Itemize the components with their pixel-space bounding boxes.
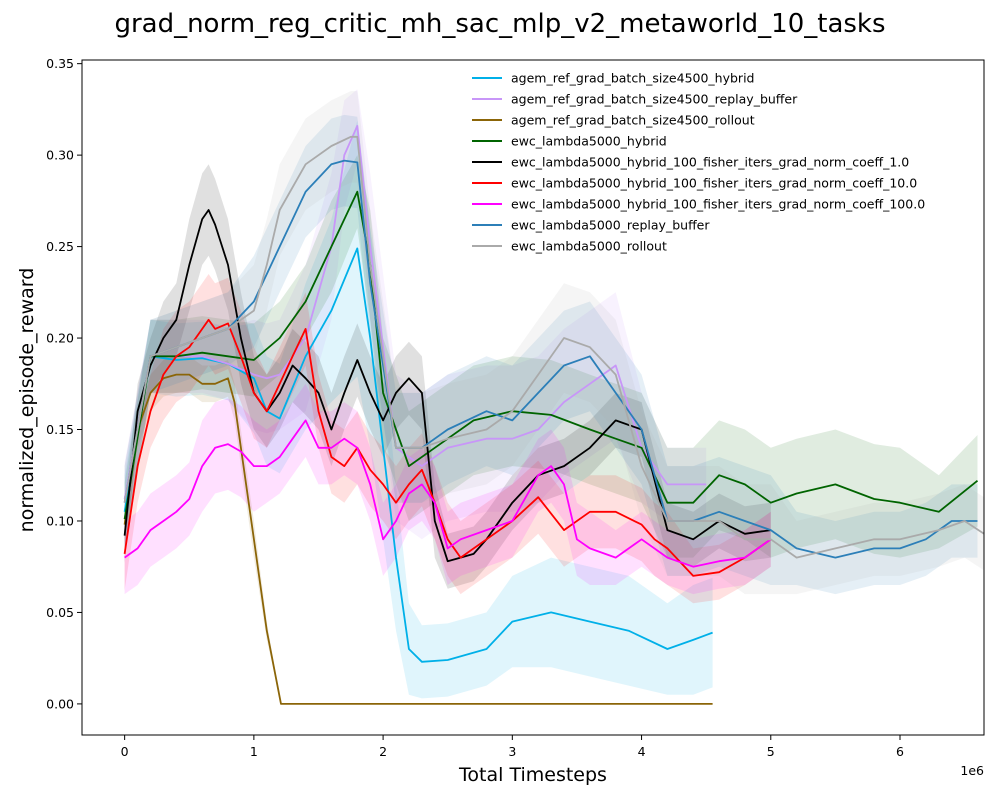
legend-label-7: ewc_lambda5000_replay_buffer <box>511 218 710 233</box>
legend-label-4: ewc_lambda5000_hybrid_100_fisher_iters_g… <box>511 155 909 170</box>
series-line-8 <box>123 135 985 559</box>
y-axis-label: normalized_episode_reward <box>16 268 38 533</box>
x-axis-label: Total Timesteps <box>458 764 607 786</box>
legend-label-6: ewc_lambda5000_hybrid_100_fisher_iters_g… <box>511 197 925 212</box>
series-lines <box>123 125 985 705</box>
series-line-4 <box>123 209 771 563</box>
y-tick-label: 0.00 <box>46 696 74 711</box>
x-tick-label: 2 <box>379 744 387 759</box>
x-tick-label: 5 <box>767 744 775 759</box>
chart-title: grad_norm_reg_critic_mh_sac_mlp_v2_metaw… <box>114 9 885 39</box>
legend-label-8: ewc_lambda5000_rollout <box>511 239 667 254</box>
series-line-5 <box>123 318 772 577</box>
x-tick-label: 0 <box>121 744 129 759</box>
y-tick-label: 0.20 <box>46 331 74 346</box>
x-tick-label: 3 <box>508 744 516 759</box>
y-tick-label: 0.15 <box>46 422 74 437</box>
series-band-4 <box>124 164 771 589</box>
series-line-6 <box>124 419 772 568</box>
plot-frame <box>81 59 985 736</box>
series-band-6 <box>124 383 771 595</box>
series-band-5 <box>124 274 771 604</box>
series-line-1 <box>123 125 707 500</box>
series-band-2 <box>124 356 713 704</box>
y-axis-ticks: 0.00 0.05 0.10 0.15 0.20 0.25 0.30 0.35 <box>46 56 82 711</box>
series-band-0 <box>124 120 713 699</box>
y-tick-label: 0.30 <box>46 148 74 163</box>
x-axis-ticks: 0 1 2 3 4 5 6 <box>121 735 904 759</box>
x-tick-label: 1 <box>250 744 258 759</box>
legend-label-3: ewc_lambda5000_hybrid <box>511 134 667 149</box>
y-tick-label: 0.05 <box>46 605 74 620</box>
y-tick-label: 0.10 <box>46 513 74 528</box>
y-tick-label: 0.35 <box>46 56 74 71</box>
series-band-7 <box>124 114 978 595</box>
series-band-3 <box>124 155 978 558</box>
x-tick-label: 4 <box>638 744 646 759</box>
legend-label-0: agem_ref_grad_batch_size4500_hybrid <box>511 71 754 86</box>
legend-label-5: ewc_lambda5000_hybrid_100_fisher_iters_g… <box>511 176 917 191</box>
series-line-2 <box>123 373 713 705</box>
legend: agem_ref_grad_batch_size4500_hybrid agem_… <box>472 71 925 254</box>
legend-label-1: agem_ref_grad_batch_size4500_replay_buff… <box>511 92 798 107</box>
series-band-8 <box>124 91 985 595</box>
x-tick-label: 6 <box>896 744 904 759</box>
series-band-1 <box>124 89 707 540</box>
x-axis-multiplier: 1e6 <box>960 763 984 778</box>
y-tick-label: 0.25 <box>46 239 74 254</box>
legend-label-2: agem_ref_grad_batch_size4500_rollout <box>511 113 755 128</box>
confidence-bands <box>124 89 985 704</box>
